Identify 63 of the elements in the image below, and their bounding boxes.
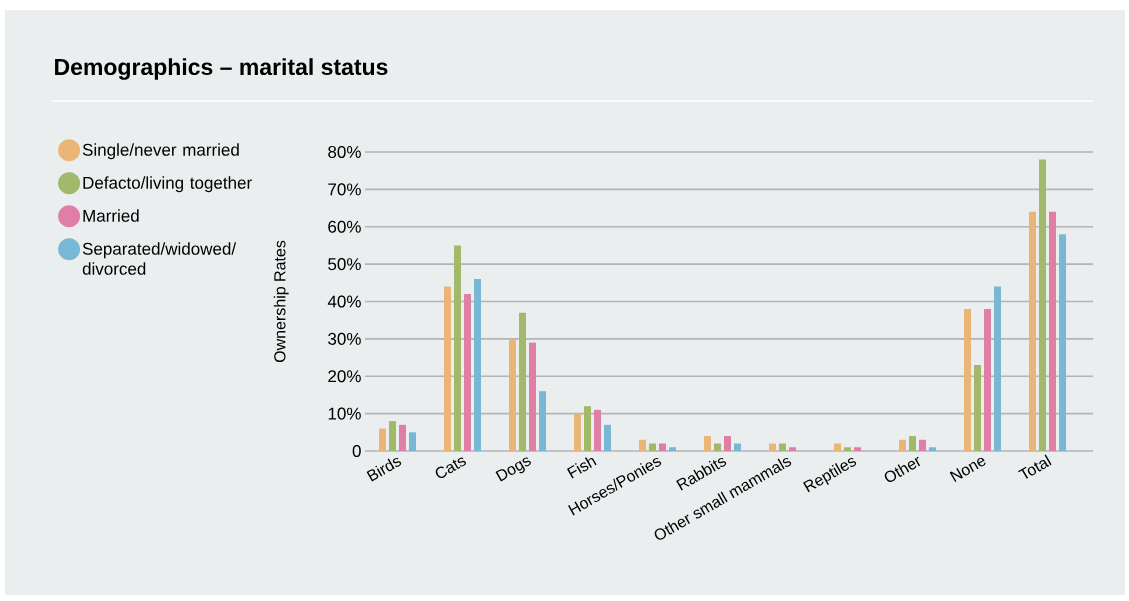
bar — [409, 432, 416, 451]
y-tick-label: 50% — [328, 258, 361, 271]
bar — [899, 439, 906, 451]
bar — [399, 424, 407, 451]
bar — [584, 406, 592, 451]
y-tick-label: 20% — [328, 370, 361, 383]
bar — [464, 294, 471, 451]
y-tick-label: 40% — [327, 295, 361, 308]
bar — [539, 391, 547, 451]
bar — [964, 308, 971, 451]
bar — [669, 447, 677, 451]
bar — [1039, 159, 1046, 451]
bar — [974, 365, 981, 451]
bar — [1059, 234, 1066, 451]
bar — [854, 447, 861, 451]
bar — [574, 413, 581, 451]
x-tick-label: Cats — [435, 457, 466, 479]
bar — [909, 436, 916, 451]
x-tick-label: Other — [884, 456, 921, 482]
bar — [454, 245, 462, 451]
bar — [734, 443, 741, 451]
bar — [1049, 211, 1056, 451]
legend-label: Separated/widowed/ divorced — [82, 242, 237, 275]
bar — [519, 312, 527, 451]
legend-label: Single/never married — [82, 143, 239, 160]
bar — [984, 308, 991, 451]
bar — [509, 338, 516, 451]
bar — [769, 443, 776, 451]
bar — [714, 443, 721, 451]
x-tick-label: Dogs — [495, 457, 531, 482]
y-tick-label: 70% — [328, 183, 361, 196]
x-tick-label: None — [949, 457, 986, 482]
bar — [444, 286, 451, 451]
bar — [919, 439, 926, 451]
x-tick-label: Birds — [366, 457, 402, 482]
y-tick-label: 80% — [328, 145, 361, 159]
bar — [649, 443, 656, 451]
bar — [789, 447, 796, 451]
bar — [779, 443, 786, 451]
bar — [604, 424, 612, 451]
bar — [594, 409, 601, 451]
bar — [994, 286, 1001, 451]
bar — [1029, 211, 1036, 451]
bar — [529, 342, 536, 451]
bar — [659, 443, 666, 451]
bar — [929, 447, 936, 451]
legend-label: Defacto/living together — [83, 176, 252, 193]
bar — [639, 439, 646, 451]
bar — [704, 436, 711, 451]
chart-title: Demographics – marital status — [55, 58, 388, 80]
y-tick-label: 30% — [328, 332, 361, 345]
y-tick-label: 60% — [328, 220, 361, 233]
bar — [724, 436, 731, 451]
bar — [834, 443, 841, 451]
y-tick-label: 0 — [352, 444, 361, 458]
y-tick-label: 10% — [328, 407, 361, 420]
y-axis-title: Ownership Rates — [273, 240, 289, 363]
bar — [474, 279, 482, 451]
bar — [844, 447, 851, 451]
x-tick-label: Total — [1018, 454, 1052, 479]
legend-label: Married — [83, 209, 139, 222]
bar — [389, 421, 397, 451]
bar — [379, 428, 386, 451]
